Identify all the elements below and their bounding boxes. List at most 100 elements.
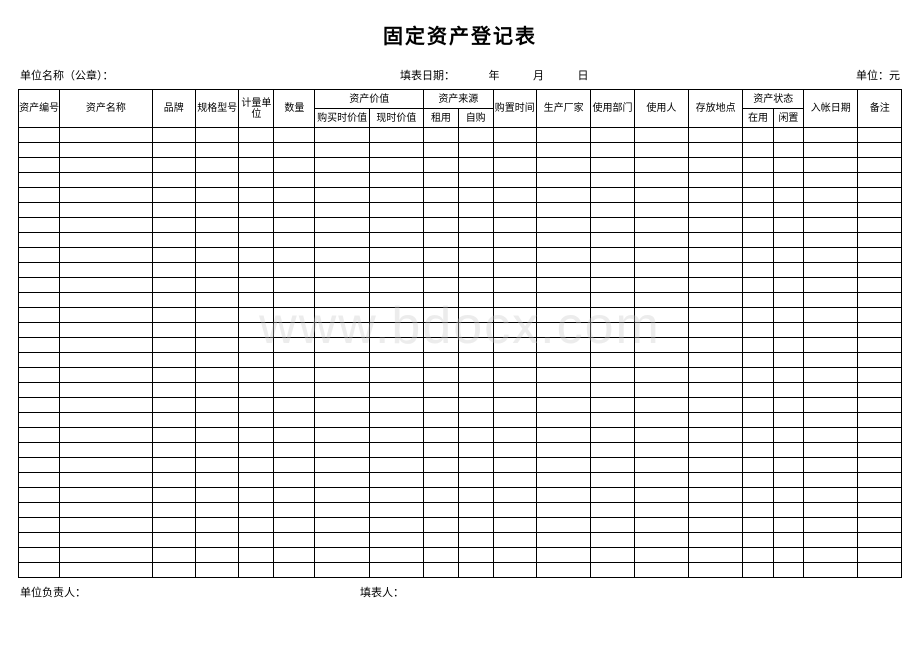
table-cell (493, 383, 536, 398)
col-entry-date: 入帐日期 (804, 90, 858, 128)
table-cell (19, 533, 60, 548)
table-cell (19, 248, 60, 263)
table-cell (591, 518, 634, 533)
table-cell (152, 233, 195, 248)
table-cell (60, 353, 152, 368)
table-cell (858, 488, 902, 503)
table-cell (152, 128, 195, 143)
table-cell (689, 563, 743, 578)
table-cell (493, 263, 536, 278)
table-cell (60, 503, 152, 518)
table-cell (591, 233, 634, 248)
table-row (19, 308, 902, 323)
table-cell (493, 293, 536, 308)
table-cell (743, 218, 773, 233)
table-cell (493, 128, 536, 143)
table-cell (773, 533, 803, 548)
table-cell (591, 503, 634, 518)
table-cell (369, 293, 423, 308)
table-cell (60, 398, 152, 413)
table-cell (274, 233, 315, 248)
table-cell (773, 308, 803, 323)
table-cell (19, 293, 60, 308)
table-cell (239, 278, 274, 293)
table-cell (858, 413, 902, 428)
table-cell (315, 308, 369, 323)
table-cell (858, 353, 902, 368)
table-cell (634, 128, 688, 143)
col-unit-measure: 计量单位 (239, 90, 274, 128)
header-info: 单位名称（公章）： 填表日期： 年 月 日 单位：元 (18, 67, 902, 83)
table-cell (315, 503, 369, 518)
table-cell (274, 488, 315, 503)
table-cell (689, 158, 743, 173)
table-cell (196, 158, 239, 173)
table-cell (689, 203, 743, 218)
table-cell (591, 533, 634, 548)
table-cell (19, 383, 60, 398)
table-cell (152, 143, 195, 158)
table-cell (424, 143, 459, 158)
table-cell (493, 248, 536, 263)
table-cell (858, 368, 902, 383)
table-cell (591, 308, 634, 323)
table-cell (19, 323, 60, 338)
table-cell (60, 143, 152, 158)
table-cell (634, 323, 688, 338)
table-cell (634, 503, 688, 518)
table-cell (152, 533, 195, 548)
table-cell (239, 353, 274, 368)
table-cell (19, 458, 60, 473)
table-cell (493, 503, 536, 518)
table-cell (743, 128, 773, 143)
table-cell (537, 293, 591, 308)
table-cell (858, 263, 902, 278)
table-cell (424, 233, 459, 248)
table-cell (239, 563, 274, 578)
table-cell (858, 248, 902, 263)
table-cell (634, 398, 688, 413)
table-cell (804, 473, 858, 488)
table-cell (591, 398, 634, 413)
table-cell (743, 353, 773, 368)
table-cell (743, 473, 773, 488)
table-cell (689, 278, 743, 293)
table-cell (424, 203, 459, 218)
table-cell (634, 218, 688, 233)
table-cell (773, 323, 803, 338)
table-cell (60, 383, 152, 398)
table-cell (19, 158, 60, 173)
table-cell (19, 203, 60, 218)
table-row (19, 548, 902, 563)
table-cell (458, 563, 493, 578)
responsible-label: 单位负责人： (20, 584, 360, 600)
table-cell (537, 188, 591, 203)
table-cell (493, 443, 536, 458)
table-cell (458, 383, 493, 398)
table-cell (369, 563, 423, 578)
table-cell (743, 488, 773, 503)
table-cell (804, 263, 858, 278)
table-cell (424, 308, 459, 323)
table-cell (152, 263, 195, 278)
table-cell (634, 488, 688, 503)
table-cell (743, 263, 773, 278)
table-cell (858, 383, 902, 398)
table-cell (196, 428, 239, 443)
table-cell (458, 143, 493, 158)
table-cell (689, 518, 743, 533)
table-cell (19, 173, 60, 188)
table-cell (315, 383, 369, 398)
table-cell (315, 413, 369, 428)
table-cell (804, 503, 858, 518)
table-cell (743, 143, 773, 158)
table-cell (315, 203, 369, 218)
col-current-value: 现时价值 (369, 109, 423, 128)
table-row (19, 488, 902, 503)
table-cell (152, 248, 195, 263)
table-cell (634, 383, 688, 398)
table-cell (274, 413, 315, 428)
table-cell (773, 218, 803, 233)
table-cell (315, 428, 369, 443)
table-cell (239, 443, 274, 458)
